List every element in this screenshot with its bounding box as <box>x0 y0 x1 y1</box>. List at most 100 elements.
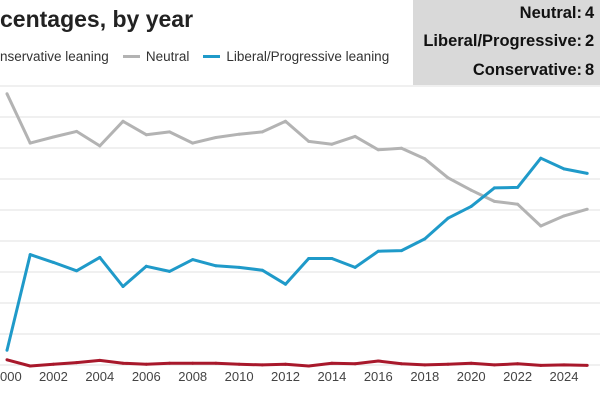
data-point <box>307 139 311 143</box>
legend-label-liberal: Liberal/Progressive leaning <box>226 48 390 64</box>
data-point <box>423 363 427 367</box>
data-point <box>75 129 79 133</box>
chart-series <box>5 92 589 368</box>
data-point <box>5 348 9 352</box>
data-point <box>28 141 32 145</box>
legend-item-conservative: nservative leaning <box>0 49 109 64</box>
x-tick-label: 2010 <box>225 369 254 384</box>
data-point <box>516 185 520 189</box>
data-point <box>51 260 55 264</box>
data-point <box>585 207 589 211</box>
summary-label-liberal: Liberal/Progressive: <box>423 32 582 50</box>
data-point <box>98 144 102 148</box>
data-point <box>400 362 403 366</box>
data-point <box>284 119 287 123</box>
data-point <box>469 188 473 192</box>
data-point <box>492 363 496 367</box>
summary-row-liberal: Liberal/Progressive: 2 <box>413 32 600 54</box>
data-point <box>353 134 357 138</box>
data-point <box>446 176 450 180</box>
data-point <box>423 237 427 241</box>
data-point <box>191 141 195 145</box>
data-point <box>539 363 543 367</box>
data-point <box>214 361 218 365</box>
x-tick-label: 2004 <box>85 369 114 384</box>
data-point <box>423 157 427 161</box>
data-point <box>516 202 520 206</box>
data-point <box>585 171 589 175</box>
data-point <box>260 363 264 367</box>
chart-title: centages, by year <box>0 6 194 32</box>
data-point <box>376 249 380 253</box>
series-line-liberal-progressive-leaning <box>5 156 588 351</box>
legend-label-neutral: Neutral <box>145 48 190 64</box>
data-point <box>539 224 543 228</box>
data-point <box>562 167 566 171</box>
legend-item-neutral: Neutral <box>119 48 190 64</box>
data-point <box>214 136 218 139</box>
data-point <box>330 257 334 260</box>
data-point <box>28 364 32 368</box>
series-line-conservative-leaning <box>6 358 588 368</box>
data-point <box>75 361 79 365</box>
data-point <box>5 358 9 362</box>
data-point <box>376 148 380 152</box>
data-point <box>307 257 311 260</box>
x-tick-label: 2014 <box>317 369 346 384</box>
data-point <box>446 362 450 366</box>
data-point <box>284 362 287 366</box>
x-tick-label: 2020 <box>457 369 486 384</box>
legend-label-conservative: nservative leaning <box>0 48 109 64</box>
data-point <box>562 214 566 218</box>
data-point <box>75 269 79 273</box>
data-point <box>284 282 287 286</box>
data-point <box>121 119 125 123</box>
legend-swatch-liberal <box>203 54 221 58</box>
data-point <box>144 264 148 268</box>
data-point <box>330 361 334 365</box>
x-tick-label: 2006 <box>132 369 161 384</box>
data-point <box>51 135 55 139</box>
data-point <box>144 362 148 366</box>
data-point <box>191 258 195 262</box>
legend-item-liberal: Liberal/Progressive leaning <box>199 49 389 64</box>
summary-row-conservative: Conservative: 8 <box>413 61 600 83</box>
summary-value-neutral: 4 <box>585 4 595 22</box>
data-point <box>330 142 334 146</box>
legend: nservative leaning Neutral Liberal/Progr… <box>0 46 399 66</box>
data-point <box>469 204 473 208</box>
data-point <box>168 130 171 134</box>
data-point <box>237 362 241 366</box>
data-point <box>376 359 380 363</box>
data-point <box>516 362 520 366</box>
data-point <box>492 199 496 203</box>
summary-value-conservative: 8 <box>585 61 595 79</box>
data-point <box>492 186 496 190</box>
x-tick-label: 2022 <box>503 369 532 384</box>
x-tick-label: 2002 <box>39 369 68 384</box>
data-point <box>446 216 450 220</box>
data-point <box>260 268 264 272</box>
series-line-neutral <box>5 93 588 228</box>
x-tick-label: 2024 <box>550 369 579 384</box>
data-point <box>353 362 357 366</box>
x-tick-label: 2018 <box>410 369 439 384</box>
data-point <box>353 265 357 269</box>
data-point <box>121 361 125 365</box>
chart-grid <box>0 85 600 366</box>
data-point <box>144 133 148 137</box>
data-point <box>585 363 589 367</box>
x-tick-label: 000 <box>0 369 22 384</box>
data-point <box>168 269 171 273</box>
data-point <box>400 249 403 253</box>
data-point <box>5 92 9 96</box>
data-point <box>469 361 473 365</box>
data-point <box>214 264 218 268</box>
summary-label-neutral: Neutral: <box>519 4 582 22</box>
data-point <box>51 362 55 366</box>
x-tick-label: 2012 <box>271 369 300 384</box>
data-point <box>121 285 125 288</box>
data-point <box>28 253 32 257</box>
x-tick-label: 2016 <box>364 369 393 384</box>
